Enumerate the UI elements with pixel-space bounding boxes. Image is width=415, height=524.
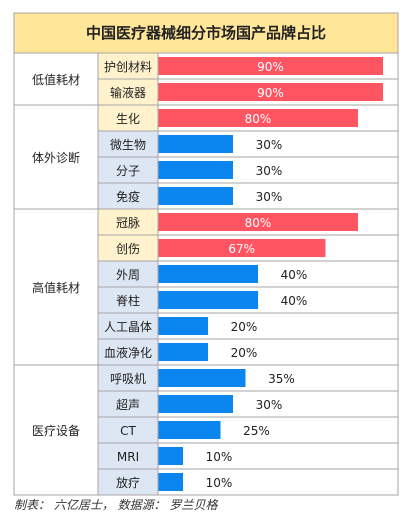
group-label: 医疗设备: [32, 424, 80, 438]
bar: [158, 395, 233, 413]
category-label-background: [98, 261, 158, 287]
bar: [158, 421, 221, 439]
bar: [158, 57, 383, 75]
category-label: 放疗: [116, 475, 140, 490]
category-label: 呼吸机: [110, 372, 146, 386]
bar: [158, 343, 208, 361]
title-background: [14, 13, 398, 53]
category-label: 生化: [116, 112, 140, 126]
value-label: 20%: [231, 346, 258, 360]
category-label-background: [98, 235, 158, 261]
bar: [158, 317, 208, 335]
category-label: 微生物: [110, 138, 146, 152]
value-label: 67%: [228, 242, 255, 256]
value-label: 10%: [206, 476, 233, 490]
bar: [158, 213, 358, 231]
category-label: 创伤: [116, 242, 140, 256]
value-label: 25%: [243, 424, 270, 438]
category-label-background: [98, 105, 158, 131]
value-label: 80%: [245, 216, 272, 230]
bar: [158, 109, 358, 127]
category-label: 超声: [116, 397, 140, 412]
bar: [158, 161, 233, 179]
category-label: 人工晶体: [104, 320, 152, 334]
group-label: 低值耗材: [32, 72, 80, 87]
value-label: 90%: [257, 86, 284, 100]
category-label-background: [98, 313, 158, 339]
category-label: 脊柱: [116, 293, 140, 308]
category-label: 分子: [116, 164, 140, 178]
category-label-background: [98, 183, 158, 209]
category-label: CT: [120, 424, 136, 438]
value-label: 30%: [256, 164, 283, 178]
category-label: MRI: [117, 450, 139, 464]
footer-source-note: 制表： 六亿居士， 数据源： 罗兰贝格: [14, 498, 218, 512]
category-label-background: [98, 417, 158, 443]
value-label: 30%: [256, 398, 283, 412]
bar: [158, 83, 383, 101]
chart-title: 中国医疗器械细分市场国产品牌占比: [86, 24, 326, 42]
group-label: 体外诊断: [32, 150, 80, 165]
category-label: 外周: [116, 268, 140, 282]
table-border: [13, 12, 399, 496]
value-label: 90%: [257, 60, 284, 74]
category-label-background: [98, 287, 158, 313]
category-label-background: [98, 131, 158, 157]
bar: [158, 265, 258, 283]
value-label: 30%: [256, 138, 283, 152]
value-label: 30%: [256, 190, 283, 204]
category-label-background: [98, 209, 158, 235]
category-label: 护创材料: [104, 60, 152, 74]
bar: [158, 291, 258, 309]
category-label: 免疫: [116, 189, 140, 204]
bar: [158, 369, 246, 387]
bar: [158, 187, 233, 205]
bar: [158, 473, 183, 491]
category-label: 冠脉: [116, 215, 140, 230]
value-label: 35%: [268, 372, 295, 386]
value-label: 20%: [231, 320, 258, 334]
bar: [158, 447, 183, 465]
category-label: 血液净化: [104, 345, 152, 360]
category-label-background: [98, 365, 158, 391]
value-label: 40%: [281, 268, 308, 282]
category-label: 输液器: [110, 85, 146, 100]
category-label-background: [98, 391, 158, 417]
category-label-background: [98, 157, 158, 183]
value-label: 40%: [281, 294, 308, 308]
value-label: 80%: [245, 112, 272, 126]
category-label-background: [98, 469, 158, 495]
category-label-background: [98, 339, 158, 365]
category-label-background: [98, 443, 158, 469]
group-label: 高值耗材: [32, 280, 80, 295]
value-label: 10%: [206, 450, 233, 464]
category-label-background: [98, 79, 158, 105]
category-label-background: [98, 53, 158, 79]
bar: [158, 135, 233, 153]
bar: [158, 239, 326, 257]
